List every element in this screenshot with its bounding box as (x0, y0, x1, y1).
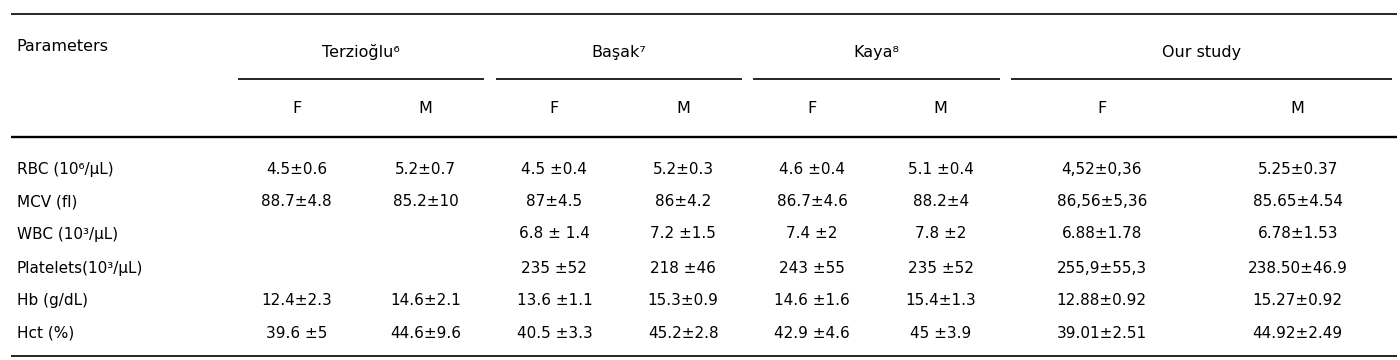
Text: Parameters: Parameters (17, 39, 109, 54)
Text: 235 ±52: 235 ±52 (521, 261, 588, 276)
Text: 44.6±9.6: 44.6±9.6 (391, 325, 461, 341)
Text: 14.6 ±1.6: 14.6 ±1.6 (774, 293, 850, 308)
Text: Our study: Our study (1162, 45, 1240, 60)
Text: 14.6±2.1: 14.6±2.1 (391, 293, 461, 308)
Text: 86.7±4.6: 86.7±4.6 (777, 194, 847, 209)
Text: 87±4.5: 87±4.5 (526, 194, 582, 209)
Text: 7.8 ±2: 7.8 ±2 (916, 226, 966, 242)
Text: 86±4.2: 86±4.2 (655, 194, 711, 209)
Text: M: M (676, 100, 690, 116)
Text: Hb (g/dL): Hb (g/dL) (17, 293, 88, 308)
Text: F: F (808, 100, 816, 116)
Text: 86,56±5,36: 86,56±5,36 (1057, 194, 1147, 209)
Text: M: M (934, 100, 948, 116)
Text: F: F (1098, 100, 1106, 116)
Text: Kaya⁸: Kaya⁸ (854, 45, 899, 60)
Text: 15.27±0.92: 15.27±0.92 (1253, 293, 1343, 308)
Text: 4,52±0,36: 4,52±0,36 (1061, 162, 1142, 177)
Text: 5.1 ±0.4: 5.1 ±0.4 (907, 162, 974, 177)
Text: MCV (fl): MCV (fl) (17, 194, 77, 209)
Text: 12.88±0.92: 12.88±0.92 (1057, 293, 1147, 308)
Text: 15.3±0.9: 15.3±0.9 (648, 293, 718, 308)
Text: 4.6 ±0.4: 4.6 ±0.4 (778, 162, 846, 177)
Text: 85.65±4.54: 85.65±4.54 (1253, 194, 1343, 209)
Text: M: M (419, 100, 433, 116)
Text: 12.4±2.3: 12.4±2.3 (262, 293, 332, 308)
Text: 39.01±2.51: 39.01±2.51 (1057, 325, 1147, 341)
Text: 15.4±1.3: 15.4±1.3 (906, 293, 976, 308)
Text: 45 ±3.9: 45 ±3.9 (910, 325, 972, 341)
Text: 39.6 ±5: 39.6 ±5 (266, 325, 328, 341)
Text: 243 ±55: 243 ±55 (778, 261, 846, 276)
Text: 13.6 ±1.1: 13.6 ±1.1 (517, 293, 592, 308)
Text: Platelets(10³/μL): Platelets(10³/μL) (17, 261, 143, 276)
Text: F: F (550, 100, 559, 116)
Text: RBC (10⁶/μL): RBC (10⁶/μL) (17, 162, 113, 177)
Text: 218 ±46: 218 ±46 (650, 261, 717, 276)
Text: 40.5 ±3.3: 40.5 ±3.3 (517, 325, 592, 341)
Text: M: M (1291, 100, 1305, 116)
Text: 45.2±2.8: 45.2±2.8 (648, 325, 718, 341)
Text: Terzioğlu⁶: Terzioğlu⁶ (322, 44, 400, 60)
Text: 238.50±46.9: 238.50±46.9 (1247, 261, 1348, 276)
Text: 5.2±0.7: 5.2±0.7 (395, 162, 456, 177)
Text: 255,9±55,3: 255,9±55,3 (1057, 261, 1147, 276)
Text: 6.88±1.78: 6.88±1.78 (1061, 226, 1142, 242)
Text: 7.4 ±2: 7.4 ±2 (787, 226, 837, 242)
Text: 235 ±52: 235 ±52 (907, 261, 974, 276)
Text: WBC (10³/μL): WBC (10³/μL) (17, 226, 118, 242)
Text: 5.2±0.3: 5.2±0.3 (652, 162, 714, 177)
Text: 4.5 ±0.4: 4.5 ±0.4 (521, 162, 588, 177)
Text: 88.2±4: 88.2±4 (913, 194, 969, 209)
Text: Başak⁷: Başak⁷ (591, 45, 647, 60)
Text: 88.7±4.8: 88.7±4.8 (262, 194, 332, 209)
Text: 6.78±1.53: 6.78±1.53 (1257, 226, 1338, 242)
Text: F: F (293, 100, 301, 116)
Text: 85.2±10: 85.2±10 (393, 194, 458, 209)
Text: 5.25±0.37: 5.25±0.37 (1257, 162, 1338, 177)
Text: Hct (%): Hct (%) (17, 325, 74, 341)
Text: 44.92±2.49: 44.92±2.49 (1253, 325, 1343, 341)
Text: 42.9 ±4.6: 42.9 ±4.6 (774, 325, 850, 341)
Text: 7.2 ±1.5: 7.2 ±1.5 (650, 226, 717, 242)
Text: 4.5±0.6: 4.5±0.6 (266, 162, 328, 177)
Text: 6.8 ± 1.4: 6.8 ± 1.4 (519, 226, 589, 242)
